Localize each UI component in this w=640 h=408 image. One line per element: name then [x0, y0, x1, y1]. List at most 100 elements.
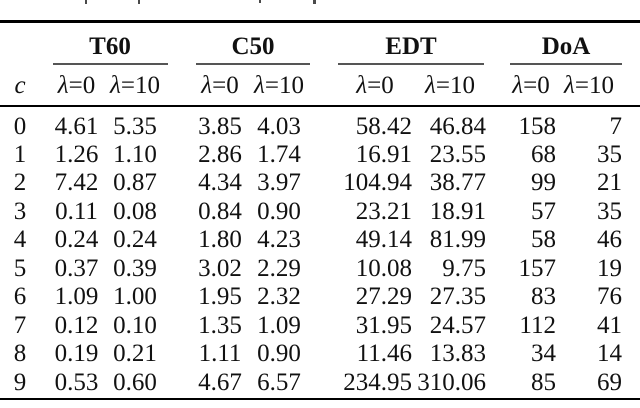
cell-edt-l0: 104.94 [343, 169, 412, 197]
spacer-cell [157, 369, 198, 397]
spacer-cell [316, 283, 340, 311]
table-row: 0 4.61 5.35 3.85 4.03 58.42 46.84 158 7 [0, 113, 640, 141]
cell-doa-l10: 41 [597, 311, 622, 339]
cell-doa-l10: 46 [597, 226, 622, 254]
lambda-value: =0 [523, 72, 550, 99]
cell-c: 1 [13, 140, 27, 168]
cell-c50-l0: 3.85 [198, 112, 242, 140]
spacer-cell [157, 340, 198, 368]
cell-doa-l0: 57 [531, 197, 556, 225]
cell-t60-l10: 0.39 [113, 254, 157, 282]
cell-c: 5 [13, 254, 27, 282]
cell-edt-l10: 24.57 [429, 311, 486, 339]
cell-doa-l0: 158 [518, 112, 557, 140]
cell-c50-l0: 2.86 [198, 140, 242, 168]
cell-doa-l10: 35 [597, 140, 622, 168]
cell-edt-l0: 31.95 [355, 311, 412, 339]
cell-doa-l10: 19 [597, 254, 622, 282]
table-bottom-rule [0, 397, 640, 401]
spacer-cell [622, 312, 640, 340]
cell-c50-l10: 0.90 [257, 197, 301, 225]
table-row: 9 0.53 0.60 4.67 6.57 234.95 310.06 85 6… [0, 369, 640, 397]
spacer-cell [622, 226, 640, 254]
spacer-cell [486, 198, 510, 226]
cropped-text-fragment [313, 0, 316, 4]
cell-doa-l0: 34 [531, 340, 556, 368]
cell-c50-l0: 4.34 [198, 169, 242, 197]
spacer-cell [157, 283, 198, 311]
spacer-cell [622, 198, 640, 226]
spacer-cell [316, 141, 340, 169]
spacer-cell [157, 312, 198, 340]
lambda-value: =0 [68, 72, 96, 99]
lambda-symbol: λ [201, 72, 213, 99]
cell-c50-l0: 3.02 [198, 254, 242, 282]
cell-t60-l0: 4.61 [54, 112, 99, 140]
cell-doa-l0: 83 [531, 283, 556, 311]
cell-c50-l0: 4.67 [198, 368, 242, 396]
lambda-value: =10 [264, 72, 304, 99]
subheader-t60-lambda10: λ=10 [110, 71, 160, 101]
lambda-symbol: λ [564, 72, 575, 99]
lambda-value: =10 [120, 72, 160, 99]
cell-edt-l0: 16.91 [355, 140, 412, 168]
subheader-edt-lambda0: λ=0 [356, 71, 393, 101]
subheader-edt-lambda10: λ=10 [425, 71, 475, 101]
spacer-cell [622, 255, 640, 283]
cell-c: 6 [13, 283, 27, 311]
cell-edt-l10: 13.83 [429, 340, 486, 368]
cell-c: 0 [13, 112, 27, 140]
lambda-value: =10 [574, 72, 614, 99]
table-row: 1 1.26 1.10 2.86 1.74 16.91 23.55 68 35 [0, 141, 640, 169]
lambda-symbol: λ [254, 72, 265, 99]
spacer-cell [316, 169, 340, 197]
cell-t60-l10: 0.24 [113, 226, 157, 254]
cell-c: 7 [13, 311, 27, 339]
subheader-t60-lambda0: λ=0 [58, 71, 95, 101]
cell-c50-l0: 1.95 [198, 283, 242, 311]
group-header-edt: EDT [385, 33, 437, 60]
t60-cmidrule [53, 63, 168, 65]
subheader-doa-lambda10: λ=10 [564, 71, 614, 101]
cell-doa-l0: 85 [531, 368, 556, 396]
cell-t60-l0: 0.37 [54, 254, 99, 282]
table-row: 7 0.12 0.10 1.35 1.09 31.95 24.57 112 41 [0, 312, 640, 340]
table-row: 2 7.42 0.87 4.34 3.97 104.94 38.77 99 21 [0, 169, 640, 197]
spacer-cell [316, 255, 340, 283]
cropped-text-fragment [85, 0, 87, 4]
cell-edt-l10: 9.75 [442, 254, 486, 282]
spacer-cell [157, 113, 198, 141]
cell-t60-l10: 5.35 [113, 112, 157, 140]
group-header-c50: C50 [231, 33, 275, 60]
cell-doa-l10: 7 [609, 112, 623, 140]
spacer-cell [486, 340, 510, 368]
cell-edt-l10: 27.35 [429, 283, 486, 311]
cell-t60-l0: 7.42 [54, 169, 99, 197]
cell-t60-l0: 0.12 [54, 311, 99, 339]
cell-t60-l10: 0.08 [113, 197, 157, 225]
table-row: 5 0.37 0.39 3.02 2.29 10.08 9.75 157 19 [0, 255, 640, 283]
column-header-c: c [14, 72, 26, 99]
spacer-cell [157, 226, 198, 254]
cell-c50-l10: 0.90 [257, 340, 301, 368]
spacer-cell [622, 113, 640, 141]
cell-c50-l10: 4.23 [257, 226, 301, 254]
cell-edt-l0: 49.14 [355, 226, 412, 254]
results-table: 0 4.61 5.35 3.85 4.03 58.42 46.84 158 7 … [0, 113, 640, 398]
spacer-cell [622, 169, 640, 197]
spacer-cell [486, 255, 510, 283]
cell-edt-l0: 58.42 [355, 112, 412, 140]
cell-c: 2 [13, 169, 27, 197]
cell-doa-l0: 68 [531, 140, 556, 168]
spacer-cell [486, 113, 510, 141]
spacer-cell [316, 340, 340, 368]
cell-c50-l0: 1.11 [198, 340, 242, 368]
spacer-cell [486, 226, 510, 254]
lambda-value: =10 [435, 72, 475, 99]
lambda-symbol: λ [110, 72, 121, 99]
spacer-cell [486, 141, 510, 169]
cell-c: 4 [13, 226, 27, 254]
cell-c: 8 [13, 340, 27, 368]
cell-c50-l10: 6.57 [257, 368, 301, 396]
spacer-cell [316, 198, 340, 226]
